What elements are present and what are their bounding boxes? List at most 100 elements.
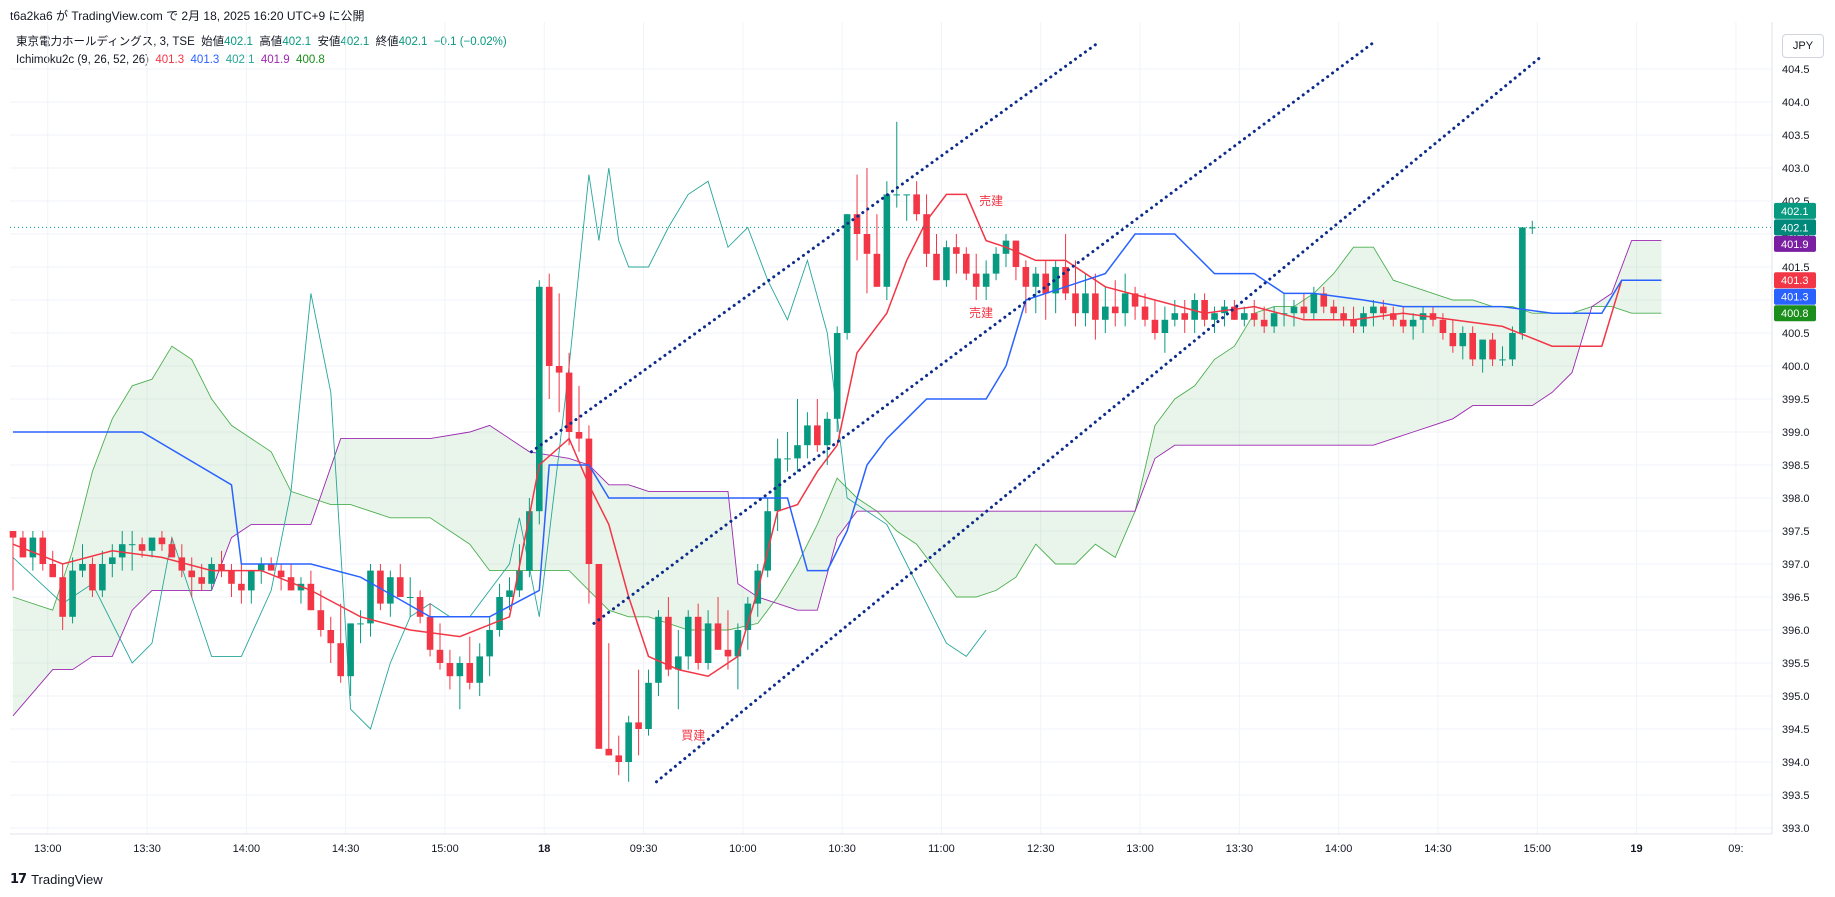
candle-body: [1370, 306, 1377, 314]
candle: [1489, 333, 1496, 366]
candle-body: [49, 564, 57, 578]
candle: [615, 735, 623, 776]
candle: [992, 247, 1000, 281]
trade-annotation: 売建: [969, 305, 993, 320]
candle-body: [89, 564, 96, 591]
candle: [1062, 234, 1069, 300]
candle: [39, 531, 47, 571]
candle-body: [208, 564, 215, 584]
candle: [863, 168, 871, 294]
legend-symbol-row: 東京電力ホールディングス, 3, TSE 始値402.1 高値402.1 安値4…: [16, 33, 507, 51]
candle: [1399, 306, 1407, 333]
time-tick-label: 14:00: [1325, 843, 1353, 855]
candle: [148, 537, 156, 558]
candle-body: [764, 511, 771, 571]
candle-body: [704, 623, 712, 663]
candle-body: [446, 663, 454, 677]
candle-body: [1399, 319, 1407, 327]
candle: [1260, 306, 1268, 333]
candle: [357, 610, 364, 644]
trend-line: [654, 54, 1544, 784]
price-tick-label: 393.0: [1782, 823, 1810, 835]
candle: [923, 194, 930, 267]
candle-body: [248, 570, 255, 591]
candle-body: [784, 458, 791, 460]
indicator-value-chikou: 402.1: [225, 54, 255, 66]
candle: [972, 253, 980, 300]
high-label: 高値: [259, 36, 283, 48]
price-tag-bg: [1774, 305, 1816, 322]
candle-body: [545, 286, 553, 366]
candle-body: [9, 531, 17, 538]
currency-button[interactable]: JPY: [1782, 34, 1824, 58]
candle-body: [307, 583, 315, 611]
candle-body: [1409, 319, 1417, 327]
candle: [625, 715, 632, 782]
candle: [248, 570, 255, 604]
candle: [496, 583, 503, 637]
candle: [1111, 280, 1119, 327]
candle-body: [188, 570, 196, 578]
trade-annotation: 売建: [979, 193, 1003, 208]
candle-body: [1111, 306, 1119, 314]
candle: [1330, 300, 1337, 320]
price-tick-label: 404.0: [1782, 97, 1810, 109]
price-tick-label: 399.5: [1782, 394, 1810, 406]
candle: [327, 616, 335, 663]
candle: [506, 577, 513, 611]
candle-body: [1131, 293, 1139, 307]
candle-body: [238, 583, 245, 591]
candle: [903, 194, 910, 221]
candle-body: [933, 253, 940, 281]
time-tick-label: 13:30: [133, 843, 161, 855]
price-tick-label: 404.5: [1782, 64, 1810, 76]
price-tag-bg: [1774, 272, 1816, 289]
price-tick-label: 403.0: [1782, 163, 1810, 175]
candle-body: [416, 597, 424, 617]
candle-body: [496, 597, 503, 630]
candle-body: [833, 333, 841, 419]
candle: [29, 531, 37, 571]
time-tick-label: 15:00: [431, 843, 459, 855]
indicator-name[interactable]: Ichimoku2c (9, 26, 52, 26): [16, 54, 149, 66]
price-tick-label: 394.0: [1782, 757, 1810, 769]
candle-body: [29, 537, 37, 558]
symbol-name[interactable]: 東京電力ホールディングス, 3, TSE: [16, 36, 195, 48]
candle: [555, 293, 563, 413]
candle: [694, 603, 702, 670]
candle: [665, 597, 672, 677]
candle-body: [1449, 333, 1457, 347]
candle-body: [1300, 306, 1308, 314]
price-tick-label: 400.5: [1782, 328, 1810, 340]
candle: [277, 564, 285, 591]
candle: [893, 121, 901, 208]
candle: [1102, 286, 1109, 333]
candle-body: [1241, 313, 1248, 320]
candle: [585, 425, 593, 604]
candle: [883, 181, 891, 300]
candle: [1528, 220, 1536, 234]
candle: [1211, 306, 1218, 333]
legend-indicator-row: Ichimoku2c (9, 26, 52, 26) 401.3 401.3 4…: [16, 51, 507, 69]
candle-body: [754, 570, 762, 604]
candle: [1290, 300, 1298, 327]
candle: [406, 577, 414, 617]
candle-body: [1092, 293, 1099, 320]
candle-body: [714, 623, 722, 650]
open-value: 402.1: [224, 36, 253, 48]
candle-body: [1290, 306, 1298, 314]
candle: [228, 564, 235, 597]
candle: [962, 247, 970, 281]
candle-body: [109, 557, 116, 564]
price-tick-label: 399.0: [1782, 427, 1810, 439]
tenkan-sen-line: [12, 193, 1662, 678]
candle-body: [516, 570, 523, 591]
candle-body: [883, 194, 891, 287]
candle-body: [655, 616, 662, 683]
price-tag-label: 401.3: [1781, 292, 1809, 304]
candle-body: [1439, 319, 1447, 333]
candle: [1012, 240, 1020, 281]
candle: [446, 649, 454, 690]
candle-body: [99, 564, 106, 591]
